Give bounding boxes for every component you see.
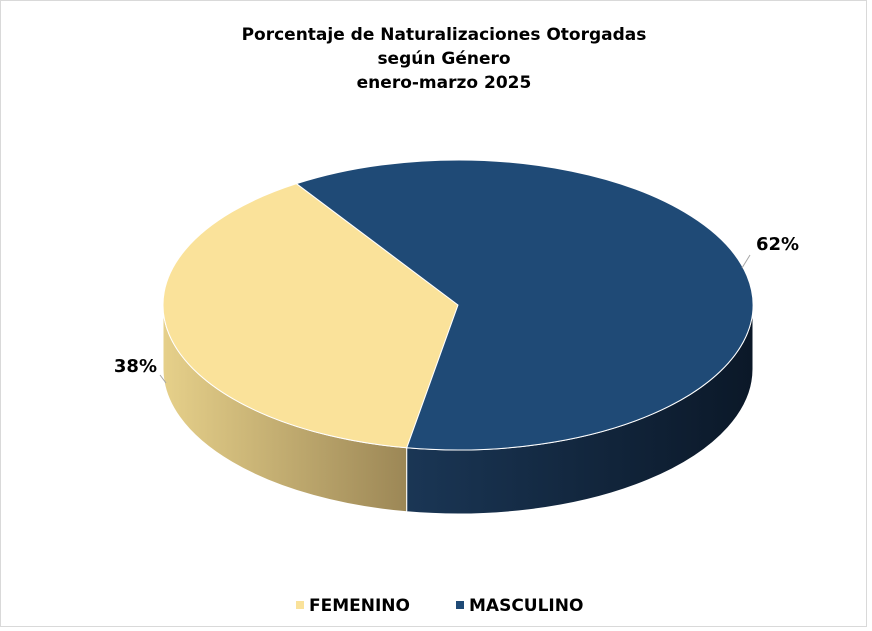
legend-swatch — [296, 601, 304, 609]
data-label: 62% — [756, 234, 799, 255]
chart-title: Porcentaje de Naturalizaciones Otorgadas — [242, 25, 647, 45]
leader-line — [159, 374, 167, 384]
leader-line — [741, 254, 751, 269]
chart-title: según Género — [377, 49, 510, 69]
legend-label: FEMENINO — [309, 596, 410, 616]
data-label: 38% — [114, 356, 157, 377]
slice — [295, 159, 754, 451]
chart-title: enero-marzo 2025 — [357, 73, 532, 93]
legend-swatch — [456, 601, 464, 609]
legend-label: MASCULINO — [469, 596, 583, 616]
